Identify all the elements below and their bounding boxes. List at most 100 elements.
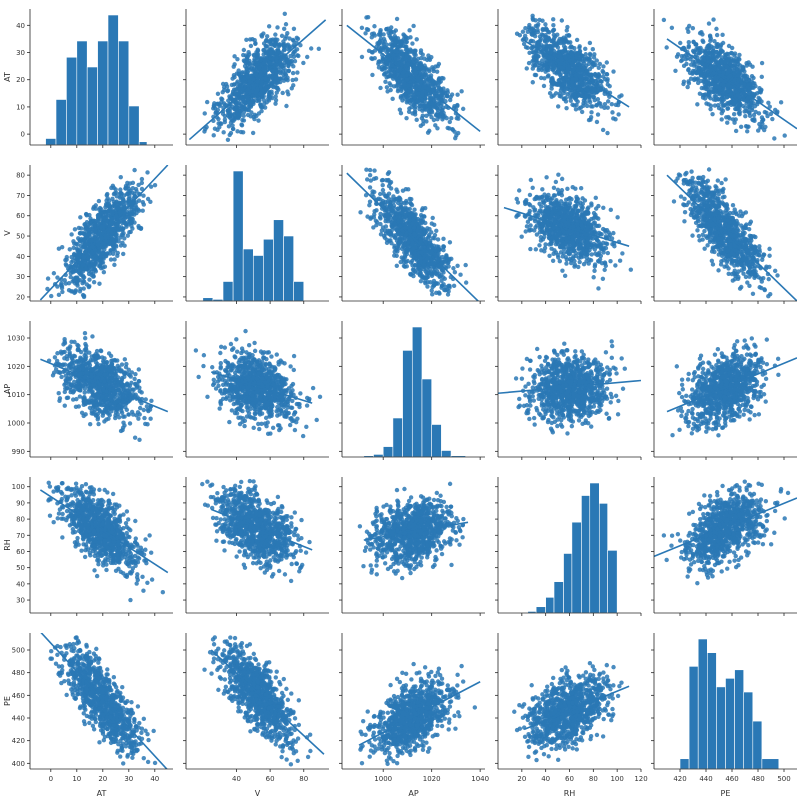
scatter-point <box>366 48 372 54</box>
scatter-point <box>393 48 398 54</box>
scatter-point <box>584 103 590 109</box>
scatter-point <box>141 193 146 198</box>
scatter-point <box>127 210 132 215</box>
scatter-point <box>733 88 738 94</box>
scatter-point <box>108 248 113 253</box>
scatter-point <box>530 66 535 71</box>
scatter-point <box>388 87 393 93</box>
scatter-point <box>701 74 707 79</box>
scatter-point <box>241 47 247 53</box>
scatter-point <box>93 253 99 259</box>
scatter-point <box>286 47 291 52</box>
hist-bar <box>202 297 214 301</box>
scatter-point <box>254 58 259 64</box>
scatter-point <box>256 96 261 101</box>
scatter-point <box>745 95 751 101</box>
scatter-point <box>697 30 703 36</box>
scatter-point <box>554 82 559 87</box>
scatter-point <box>251 53 257 58</box>
scatter-point <box>673 68 678 73</box>
scatter-point <box>678 40 683 46</box>
scatter-point <box>602 105 607 111</box>
scatter-point <box>391 84 397 89</box>
scatter-point <box>383 79 388 84</box>
scatter-point <box>584 69 589 74</box>
scatter-point <box>751 92 756 97</box>
scatter-point <box>706 94 711 99</box>
y-tick-label: 80 <box>16 172 25 180</box>
y-tick-label: 20 <box>16 293 25 301</box>
scatter-point <box>711 45 716 50</box>
scatter-point <box>228 120 234 125</box>
scatter-point <box>389 25 394 30</box>
scatter-point <box>393 56 398 61</box>
scatter-point <box>71 245 76 251</box>
scatter-point <box>148 184 154 189</box>
scatter-point <box>688 62 694 67</box>
scatter-point <box>541 46 546 51</box>
scatter-point <box>406 109 412 115</box>
scatter-point <box>129 216 135 221</box>
regression-line <box>188 19 327 141</box>
scatter-point <box>126 189 131 194</box>
scatter-point <box>97 281 102 286</box>
scatter-point <box>726 43 732 49</box>
scatter-point <box>273 94 278 99</box>
scatter-point <box>706 102 711 107</box>
scatter-point <box>45 276 51 281</box>
scatter-point <box>70 258 76 263</box>
scatter-point <box>732 78 737 83</box>
scatter-point <box>734 69 740 75</box>
scatter-point <box>136 182 141 188</box>
panel-at-vs-rh <box>495 9 642 148</box>
scatter-point <box>245 96 250 102</box>
scatter-point <box>281 26 287 32</box>
hist-bar <box>222 281 234 301</box>
scatter-point <box>278 69 283 74</box>
panel-marks <box>45 14 148 145</box>
scatter-point <box>249 110 254 115</box>
scatter-point <box>364 26 370 32</box>
scatter-point <box>714 49 720 55</box>
scatter-point <box>414 70 419 75</box>
scatter-point <box>296 53 301 59</box>
regression-line <box>346 24 481 133</box>
scatter-point <box>369 56 374 61</box>
scatter-point <box>696 65 701 70</box>
scatter-point <box>111 185 117 191</box>
scatter-point <box>254 82 260 88</box>
scatter-point <box>594 58 599 63</box>
scatter-point <box>590 61 596 66</box>
scatter-point <box>259 82 264 88</box>
scatter-point <box>403 57 408 62</box>
scatter-point <box>286 68 292 73</box>
scatter-point <box>539 43 544 48</box>
scatter-point <box>372 168 377 173</box>
scatter-point <box>402 81 407 87</box>
scatter-point <box>725 106 731 111</box>
scatter-point <box>388 35 393 40</box>
scatter-point <box>731 102 736 107</box>
scatter-point <box>530 59 535 64</box>
scatter-point <box>241 109 247 115</box>
scatter-point <box>592 87 597 92</box>
scatter-point <box>585 87 590 92</box>
scatter-point <box>398 84 403 89</box>
scatter-point <box>112 248 117 253</box>
scatter-point <box>577 56 582 61</box>
scatter-point <box>281 44 287 49</box>
scatter-point <box>254 88 260 93</box>
scatter-point <box>572 103 577 108</box>
scatter-point <box>596 65 601 71</box>
scatter-point <box>561 86 567 92</box>
scatter-point <box>695 68 701 74</box>
scatter-point <box>567 87 573 93</box>
scatter-point <box>283 76 289 82</box>
scatter-point <box>686 29 691 35</box>
scatter-point <box>381 72 387 77</box>
scatter-point <box>555 104 561 109</box>
scatter-point <box>81 286 86 291</box>
scatter-point <box>224 84 230 89</box>
scatter-point <box>51 271 57 276</box>
scatter-point <box>453 136 458 141</box>
